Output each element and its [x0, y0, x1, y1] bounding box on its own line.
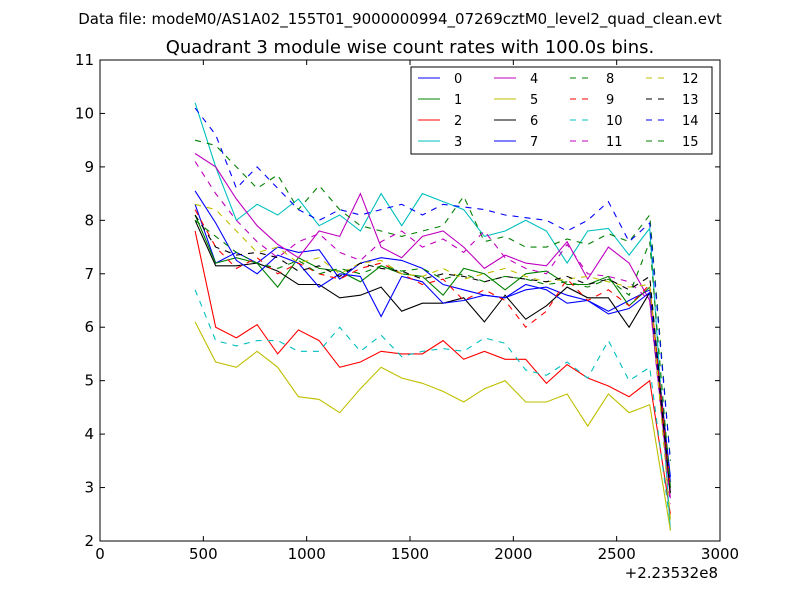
legend-label-2: 2 [454, 114, 462, 129]
series-layer [194, 102, 671, 531]
legend-label-11: 11 [606, 135, 623, 150]
y-tick-label: 4 [84, 425, 94, 443]
legend-label-7: 7 [530, 135, 538, 150]
y-tick-label: 6 [84, 318, 94, 336]
series-line-10 [194, 289, 671, 526]
legend-label-12: 12 [682, 72, 699, 87]
legend-label-1: 1 [454, 93, 462, 108]
x-tick-label: 2000 [494, 545, 532, 563]
series-line-6 [194, 220, 671, 493]
series-line-11 [194, 161, 671, 504]
legend-label-5: 5 [530, 93, 538, 108]
x-tick-label: 2500 [598, 545, 636, 563]
legend-label-0: 0 [454, 72, 462, 87]
series-line-8 [194, 139, 671, 461]
y-tick-label: 3 [84, 479, 94, 497]
legend-label-8: 8 [606, 72, 614, 87]
x-offset-label: +2.23532e8 [625, 564, 718, 582]
series-line-3 [194, 102, 671, 531]
chart-title: Quadrant 3 module wise count rates with … [166, 37, 655, 58]
series-line-7 [194, 190, 671, 483]
y-tick-label: 2 [84, 532, 94, 550]
legend-label-15: 15 [682, 135, 699, 150]
series-line-9 [194, 209, 671, 488]
legend-label-9: 9 [606, 93, 614, 108]
legend-label-4: 4 [530, 72, 538, 87]
series-line-12 [194, 203, 671, 520]
series-line-13 [194, 214, 671, 493]
legend-label-10: 10 [606, 114, 623, 129]
y-tick-label: 11 [75, 51, 94, 69]
x-tick-label: 0 [95, 545, 105, 563]
y-tick-label: 8 [84, 211, 94, 229]
x-tick-label: 1500 [391, 545, 429, 563]
series-line-5 [194, 321, 671, 531]
x-tick-label: 1000 [288, 545, 326, 563]
series-line-2 [194, 230, 671, 515]
legend-label-6: 6 [530, 114, 538, 129]
figure-suptitle: Data file: modeM0/AS1A02_155T01_90000009… [78, 10, 722, 29]
x-tick-label: 500 [189, 545, 218, 563]
legend-label-13: 13 [682, 93, 699, 108]
legend-frame [410, 66, 713, 155]
series-line-14 [194, 107, 671, 461]
y-tick-label: 10 [75, 104, 94, 122]
legend-label-3: 3 [454, 135, 462, 150]
legend-label-14: 14 [682, 114, 699, 129]
x-tick-label: 3000 [701, 545, 739, 563]
y-tick-label: 5 [84, 372, 94, 390]
y-tick-label: 9 [84, 158, 94, 176]
y-tick-label: 7 [84, 265, 94, 283]
